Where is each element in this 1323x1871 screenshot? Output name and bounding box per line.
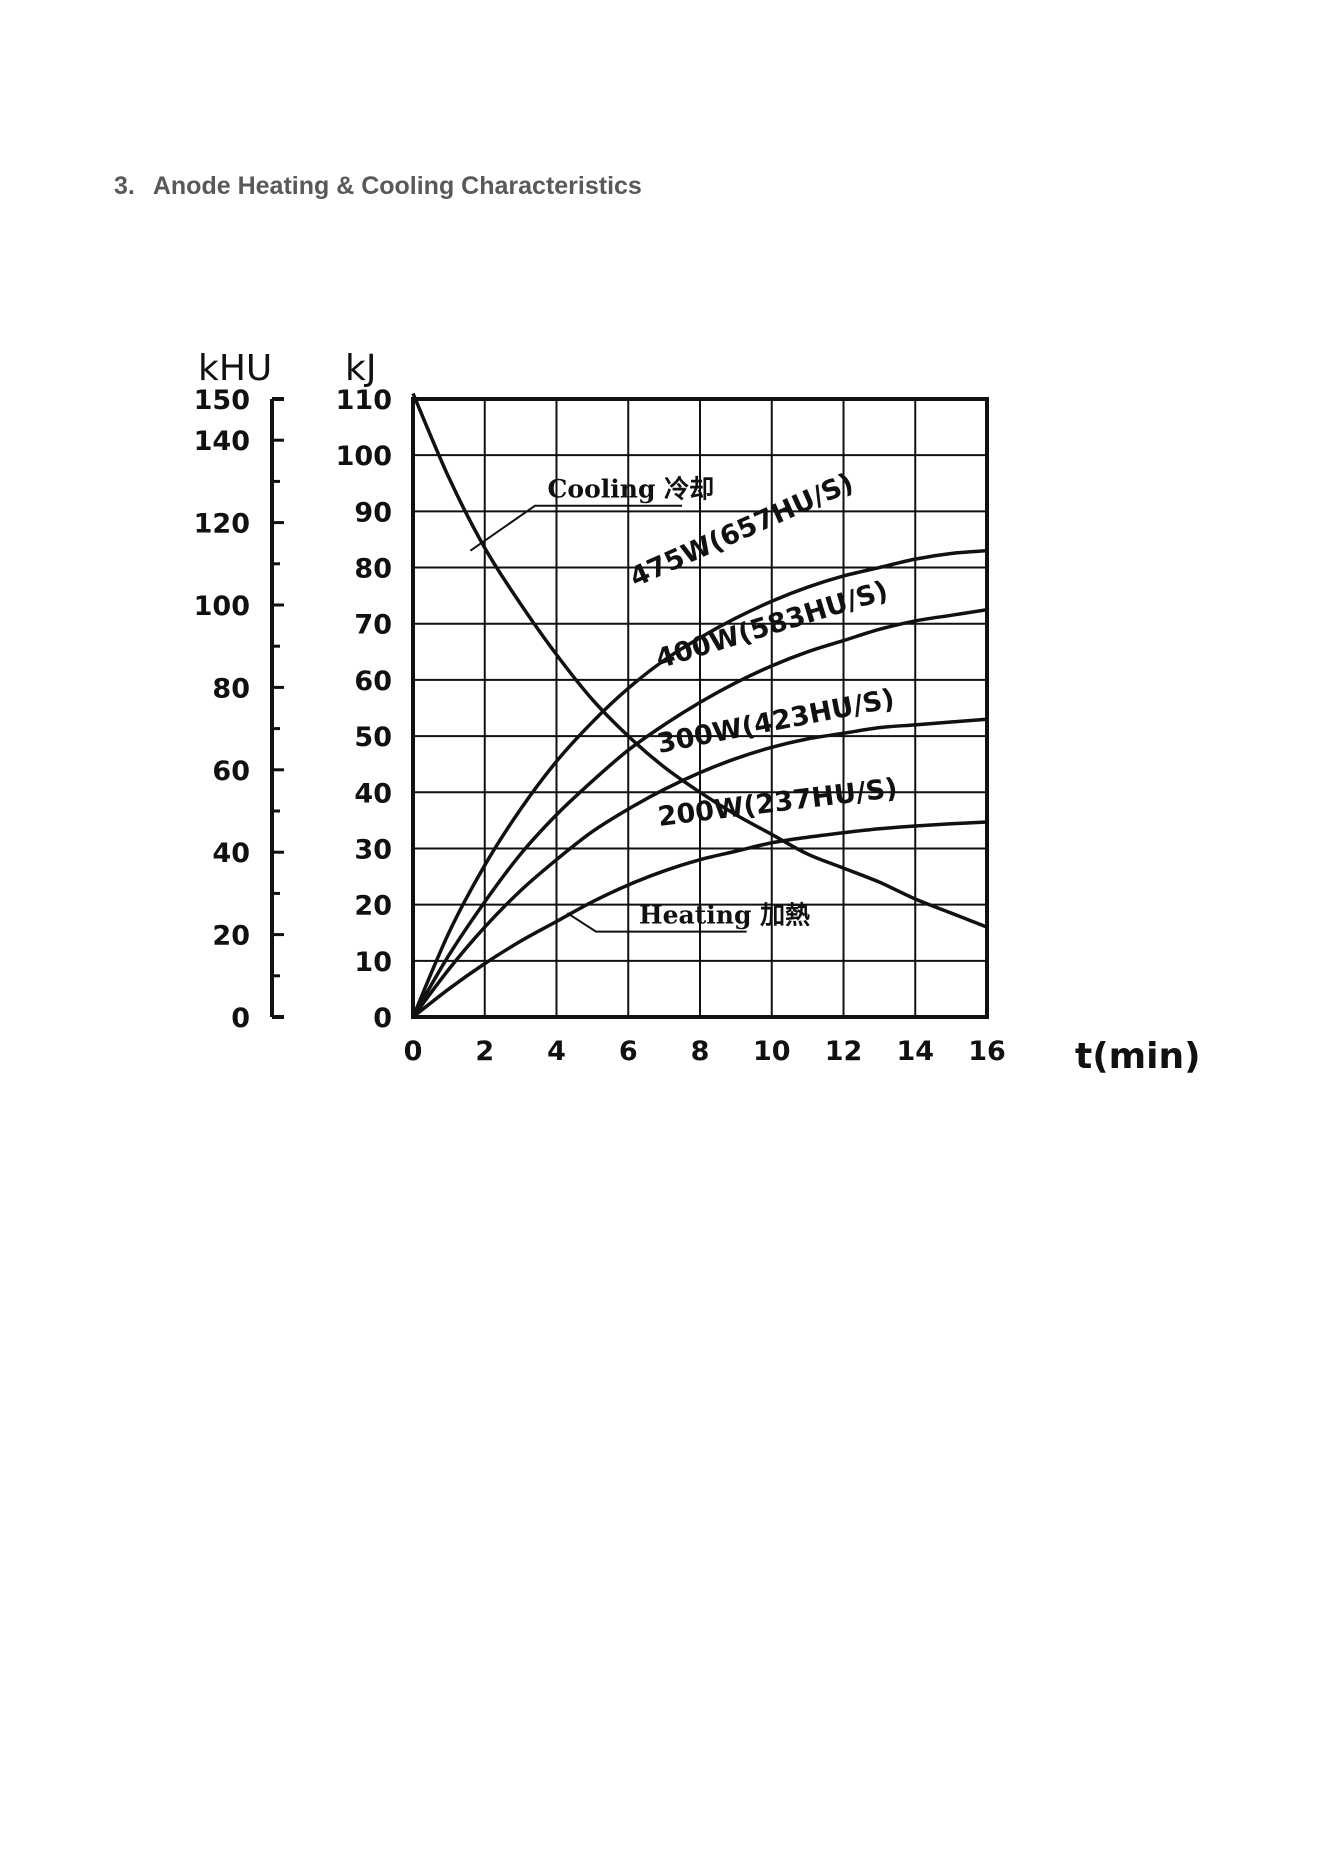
kj-axis-title: kJ: [345, 348, 376, 389]
kj-tick-label: 50: [354, 722, 392, 753]
khu-axis: kHU 0 20 40 60 80 100 120 140 150: [194, 348, 284, 1034]
series-475w-line: [411, 548, 988, 1018]
kj-tick-label: 10: [354, 947, 392, 978]
x-tick-label: 0: [404, 1036, 423, 1067]
kj-tick-label: 100: [336, 441, 392, 472]
heating-callout-label: Heating 加熱: [639, 901, 810, 930]
x-tick-label: 4: [547, 1036, 566, 1067]
khu-tick-label: 0: [231, 1003, 250, 1034]
kj-tick-label: 70: [354, 610, 392, 641]
series-200w-label: 200W(237HU/S): [656, 773, 899, 833]
section-heading: 3. Anode Heating & Cooling Characteristic…: [114, 172, 642, 201]
kj-tick-label: 110: [336, 385, 392, 416]
section-title: Anode Heating & Cooling Characteristics: [152, 172, 642, 200]
heating-callout-leader: [566, 912, 747, 933]
khu-tick-label: 150: [194, 385, 250, 416]
cooling-callout-label: Cooling 冷却: [548, 474, 715, 503]
kj-tick-label: 0: [373, 1003, 392, 1034]
cooling-callout-leader: [469, 504, 683, 552]
khu-tick-label: 40: [212, 838, 250, 869]
x-tick-label: 10: [753, 1036, 791, 1067]
kj-tick-label: 20: [354, 891, 392, 922]
series-400w-line: [411, 607, 988, 1018]
chart-series: [411, 392, 988, 1019]
series-300w-label: 300W(423HU/S): [655, 683, 898, 759]
section-number: 3.: [114, 172, 135, 200]
khu-axis-title: kHU: [198, 348, 272, 389]
x-tick-label: 12: [825, 1036, 863, 1067]
x-tick-label: 14: [896, 1036, 934, 1067]
kj-tick-label: 30: [354, 834, 392, 865]
chart-grid: [411, 397, 989, 1019]
khu-tick-label: 20: [212, 921, 250, 952]
khu-tick-label: 80: [212, 673, 250, 704]
khu-tick-label: 60: [212, 756, 250, 787]
kj-tick-label: 60: [354, 666, 392, 697]
x-tick-label: 6: [619, 1036, 638, 1067]
kj-tick-label: 40: [354, 778, 392, 809]
x-tick-label: 8: [691, 1036, 710, 1067]
khu-tick-label: 100: [194, 591, 250, 622]
series-300w-line: [411, 717, 988, 1019]
x-axis-title: t(min): [1075, 1036, 1201, 1077]
khu-tick-label: 120: [194, 509, 250, 540]
kj-axis: kJ 0 10 20 30 40 50 60 70 80 90 100 110: [336, 348, 392, 1034]
x-axis: 0 2 4 6 8 10 12 14 16 t(min): [404, 1036, 1201, 1077]
khu-tick-label: 140: [194, 426, 250, 457]
kj-tick-label: 90: [354, 497, 392, 528]
x-tick-label: 2: [475, 1036, 494, 1067]
x-tick-label: 16: [968, 1036, 1006, 1067]
chart-annotations: 475W(657HU/S)400W(583HU/S)300W(423HU/S)2…: [469, 467, 899, 933]
series-200w-line: [411, 820, 988, 1019]
series-cooling-line: [411, 392, 988, 929]
plot-frame: [411, 397, 989, 1019]
kj-tick-label: 80: [354, 554, 392, 585]
